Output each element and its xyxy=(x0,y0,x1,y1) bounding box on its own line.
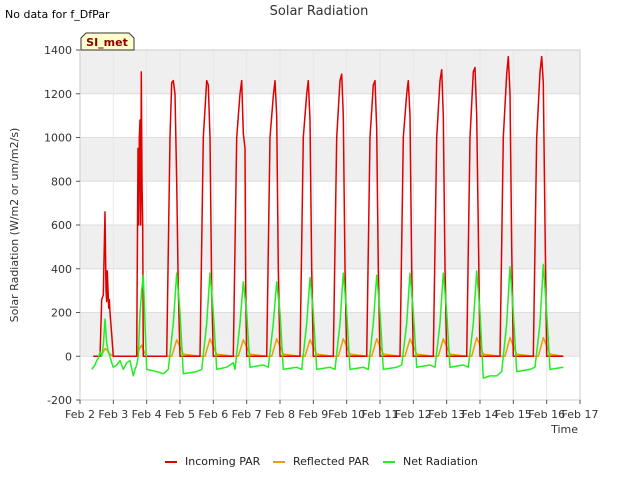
x-tick-label: Feb 4 xyxy=(132,408,162,421)
legend: Incoming PAR Reflected PAR Net Radiation xyxy=(165,455,478,468)
y-tick-label: 1200 xyxy=(44,88,72,101)
chart-title: Solar Radiation xyxy=(270,4,369,19)
x-axis-label: Time xyxy=(550,423,578,436)
y-axis-ticks: -200 0 200 400 600 800 1000 1200 1400 xyxy=(44,44,80,407)
y-tick-label: -200 xyxy=(47,394,72,407)
band xyxy=(80,50,580,94)
series-line-2 xyxy=(91,263,564,379)
legend-label: Incoming PAR xyxy=(185,455,261,468)
badge-shape xyxy=(80,32,135,51)
series-line-0 xyxy=(93,55,564,358)
x-tick-label: Feb 3 xyxy=(98,408,128,421)
series-line-1 xyxy=(93,336,564,358)
x-tick-label: Feb 2 xyxy=(65,408,95,421)
y-axis-label: Solar Radiation (W/m2 or um/m2/s) xyxy=(8,128,21,323)
y-tick-label: 600 xyxy=(51,219,72,232)
x-tick-label: Feb 14 xyxy=(462,408,499,421)
background-bands xyxy=(80,50,580,357)
band xyxy=(80,225,580,269)
y-tick-label: 800 xyxy=(51,175,72,188)
legend-label: Reflected PAR xyxy=(293,455,370,468)
no-data-note: No data for f_DfPar xyxy=(5,8,110,21)
x-tick-label: Feb 5 xyxy=(165,408,195,421)
x-tick-label: Feb 17 xyxy=(562,408,599,421)
y-tick-label: 1400 xyxy=(44,44,72,57)
y-tick-label: 1000 xyxy=(44,132,72,145)
y-tick-label: 200 xyxy=(51,307,72,320)
band xyxy=(80,137,580,182)
y-tick-label: 0 xyxy=(65,350,72,363)
badge-text: SI_met xyxy=(86,36,128,49)
x-tick-label: Feb 16 xyxy=(528,408,565,421)
x-tick-label: Feb 6 xyxy=(198,408,228,421)
x-tick-label: Feb 9 xyxy=(298,408,328,421)
y-tick-label: 400 xyxy=(51,263,72,276)
x-tick-label: Feb 10 xyxy=(328,408,365,421)
x-tick-label: Feb 12 xyxy=(395,408,432,421)
x-tick-label: Feb 7 xyxy=(232,408,262,421)
x-tick-label: Feb 11 xyxy=(362,408,399,421)
legend-label: Net Radiation xyxy=(403,455,478,468)
x-tick-label: Feb 8 xyxy=(265,408,295,421)
station-badge: SI_met xyxy=(80,32,135,51)
x-axis-ticks: Feb 2 Feb 3 Feb 4 Feb 5 Feb 6 Feb 7 Feb 8 Feb 9… xyxy=(65,400,598,421)
x-tick-label: Feb 15 xyxy=(495,408,532,421)
x-tick-label: Feb 13 xyxy=(428,408,465,421)
band xyxy=(80,312,580,357)
series-lines xyxy=(91,55,564,379)
